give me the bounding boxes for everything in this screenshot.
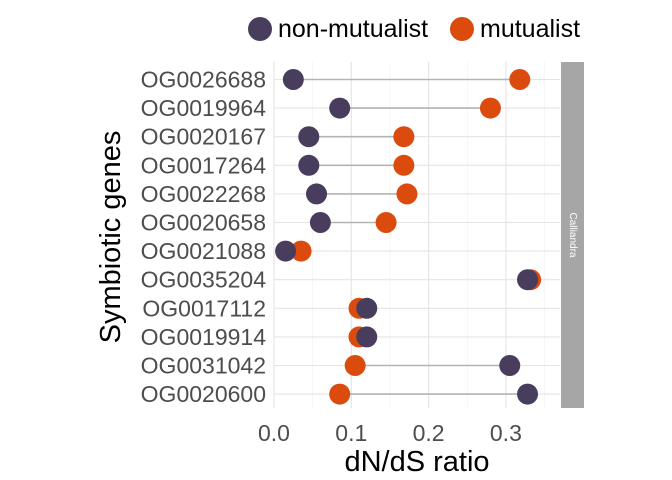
y-tick-label: OG0017112 <box>142 295 266 321</box>
point-mutualist <box>329 383 351 405</box>
connector-segments <box>285 78 531 395</box>
point-mutualist <box>344 355 366 376</box>
y-tick-label: OG0031042 <box>141 353 266 379</box>
legend-label: non-mutualist <box>278 15 428 43</box>
point-mutualist <box>393 154 415 176</box>
point-non-mutualist <box>356 326 378 348</box>
grid-lines <box>273 62 560 408</box>
x-axis-tick-labels: 0.0 0.1 0.2 0.3 <box>258 420 522 446</box>
point-non-mutualist <box>356 297 378 319</box>
legend-key <box>248 17 272 41</box>
point-non-mutualist <box>275 240 297 262</box>
y-tick-label: OG0020600 <box>141 381 266 407</box>
x-tick-label: 0.1 <box>335 420 367 446</box>
point-non-mutualist <box>517 269 539 291</box>
y-axis-title: Symbiotic genes <box>95 131 127 344</box>
y-tick-label: OG0021088 <box>141 238 266 264</box>
point-non-mutualist <box>282 69 304 90</box>
y-tick-label: OG0035204 <box>141 267 267 293</box>
facet-strip: Calliandra <box>561 62 584 408</box>
y-tick-label: OG0020658 <box>141 210 266 236</box>
facet-strip-bg <box>561 62 584 408</box>
point-mutualist <box>290 240 312 262</box>
point-non-mutualist <box>499 355 521 376</box>
point-non-mutualist <box>329 97 351 119</box>
data-points <box>275 69 542 405</box>
facet-strip-label: Calliandra <box>567 212 578 257</box>
x-axis-title: dN/dS ratio <box>344 446 489 478</box>
x-tick-label: 0.0 <box>258 420 290 446</box>
point-non-mutualist <box>298 126 320 148</box>
x-tick-label: 0.3 <box>490 420 522 446</box>
y-tick-label: OG0017264 <box>141 152 267 178</box>
point-non-mutualist <box>309 212 331 233</box>
legend-label: mutualist <box>480 15 580 43</box>
y-tick-label: OG0020167 <box>141 124 266 150</box>
point-non-mutualist <box>298 154 320 176</box>
point-mutualist <box>479 97 501 119</box>
point-non-mutualist <box>517 383 539 405</box>
point-mutualist <box>509 69 531 90</box>
point-non-mutualist <box>306 183 328 205</box>
point-mutualist <box>375 212 397 233</box>
legend-key <box>450 17 474 41</box>
y-tick-label: OG0019964 <box>141 95 267 121</box>
x-tick-label: 0.2 <box>413 420 445 446</box>
y-tick-label: OG0026688 <box>141 67 266 93</box>
point-mutualist <box>396 183 418 205</box>
point-mutualist <box>393 126 415 148</box>
legend: non-mutualist mutualist <box>248 15 580 43</box>
y-tick-label: OG0022268 <box>141 181 266 207</box>
legend-item-mutualist: mutualist <box>450 15 580 43</box>
legend-item-non-mutualist: non-mutualist <box>248 15 428 43</box>
y-tick-label: OG0019914 <box>141 324 267 350</box>
